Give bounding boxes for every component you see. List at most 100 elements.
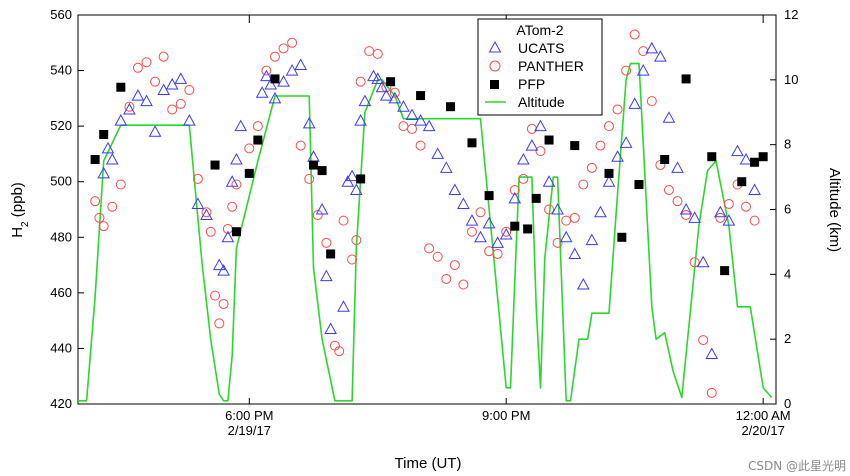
ucats-point <box>457 197 470 209</box>
pfp-point <box>446 102 456 112</box>
ucats-point <box>255 86 269 98</box>
pfp-point <box>210 160 220 170</box>
panther-point <box>552 237 563 248</box>
legend-entry-panther: PANTHER <box>518 58 584 74</box>
ucats-point <box>585 233 599 246</box>
pfp-point <box>510 221 520 231</box>
pfp-point <box>116 82 126 92</box>
ucats-point <box>234 119 248 132</box>
pfp-point <box>244 168 254 178</box>
panther-point <box>158 51 169 62</box>
ucats-point <box>397 100 410 112</box>
y2-axis-title: Altitude (km) <box>826 168 843 252</box>
y-tick-label: 480 <box>50 229 72 244</box>
panther-point <box>672 196 683 207</box>
ucats-point <box>358 94 372 107</box>
watermark: CSDN @此星光明 <box>748 459 846 473</box>
pfp-point <box>309 160 319 170</box>
panther-point <box>629 29 640 40</box>
panther-point <box>244 143 255 154</box>
pfp-point <box>681 74 691 84</box>
panther-point <box>269 51 280 62</box>
ucats-point <box>679 202 693 215</box>
ucats-point <box>414 114 427 126</box>
panther-point <box>638 46 649 57</box>
pfp-point <box>317 166 327 176</box>
ucats-point <box>294 58 308 71</box>
ucats-point <box>260 69 273 82</box>
y-axis-ticks: 420 440 460 480 500 520 540 560 <box>50 7 84 411</box>
panther-point <box>184 85 195 96</box>
panther-point <box>535 146 546 157</box>
legend-pfp-marker <box>490 80 499 89</box>
ucats-point <box>131 89 145 101</box>
pfp-point <box>660 154 670 164</box>
panther-point <box>458 279 469 290</box>
pfp-point <box>467 138 477 148</box>
ucats-point <box>654 50 667 62</box>
panther-point <box>484 246 495 257</box>
pfp-point <box>416 91 426 101</box>
pfp-point <box>758 152 768 162</box>
y2-tick-label: 12 <box>784 7 798 22</box>
y2-tick-label: 10 <box>784 72 798 87</box>
ucats-point <box>628 97 642 109</box>
ucats-point <box>713 205 727 218</box>
ucats-point <box>722 214 736 226</box>
panther-point <box>689 257 700 268</box>
x-tick-label: 6:00 PM <box>225 408 273 423</box>
panther-point <box>355 76 366 87</box>
panther-point <box>586 162 597 173</box>
ucats-point <box>268 91 282 104</box>
y-tick-label: 500 <box>50 174 72 189</box>
pfp-point <box>531 193 541 203</box>
panther-point <box>466 226 477 237</box>
panther-point <box>175 98 186 109</box>
ucats-point <box>140 94 153 107</box>
ucats-point <box>739 152 753 165</box>
ucats-point <box>688 211 701 223</box>
pfp-point <box>707 152 717 162</box>
pfp-series <box>90 74 768 276</box>
y2-tick-label: 8 <box>784 137 791 152</box>
pfp-point <box>570 141 580 151</box>
panther-point <box>141 57 152 68</box>
ucats-point <box>602 175 616 187</box>
panther-point <box>646 96 657 107</box>
y2-tick-label: 0 <box>784 396 791 411</box>
ucats-point <box>285 64 299 76</box>
y2-tick-label: 4 <box>784 266 791 281</box>
pfp-point <box>386 77 396 87</box>
ucats-point <box>611 150 624 162</box>
ucats-point <box>465 214 479 226</box>
ucats-point <box>354 114 367 126</box>
ucats-point <box>375 80 389 93</box>
ucats-point <box>320 269 333 282</box>
pfp-point <box>484 191 494 201</box>
ucats-point <box>157 83 170 96</box>
ucats-point <box>277 75 290 87</box>
panther-point <box>561 215 572 226</box>
legend: ATom-2 UCATS PANTHER PFP Altitude <box>477 18 603 116</box>
panther-point <box>723 198 734 209</box>
panther-point <box>706 387 717 398</box>
ucats-point <box>439 161 453 173</box>
panther-point <box>595 140 606 151</box>
panther-point <box>150 76 161 87</box>
ucats-point <box>474 230 487 243</box>
panther-point <box>603 121 614 132</box>
pfp-point <box>544 135 554 145</box>
ucats-point <box>105 152 119 165</box>
panther-point <box>312 210 323 221</box>
ucats-point <box>731 144 744 157</box>
ucats-point <box>217 264 230 276</box>
ucats-point <box>307 150 320 162</box>
ucats-point <box>97 166 111 179</box>
x-tick-label: 9:00 PM <box>482 408 530 423</box>
panther-point <box>544 204 555 215</box>
panther-series <box>90 29 760 398</box>
panther-point <box>681 210 692 221</box>
panther-point <box>287 37 298 48</box>
ucats-point <box>671 161 684 173</box>
panther-point <box>398 121 409 132</box>
